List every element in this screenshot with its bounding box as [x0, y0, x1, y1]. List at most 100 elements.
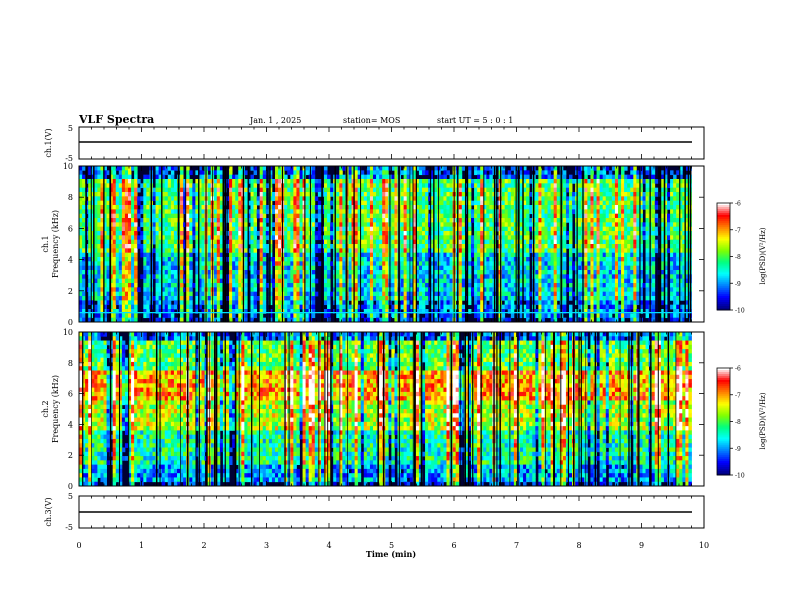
spectrogram-cell: [474, 209, 478, 215]
spectrogram-cell: [366, 213, 371, 219]
spectrogram-cell: [327, 235, 331, 241]
spectrogram-cell: [348, 257, 352, 262]
spectrogram-cell: [91, 309, 95, 314]
spectrogram-cell: [354, 248, 359, 254]
spectrogram-cell: [124, 235, 129, 241]
spectrogram-cell: [501, 196, 506, 202]
spectrogram-cell: [82, 239, 86, 245]
spectrogram-cell: [146, 196, 150, 202]
spectrogram-cell: [394, 296, 398, 301]
spectrogram-cell: [134, 231, 138, 236]
spectrogram-cell: [290, 218, 294, 223]
spectrogram-cell: [189, 248, 193, 254]
spectrogram-cell: [351, 183, 356, 189]
spectrogram-cell: [88, 213, 92, 219]
spectrogram-cell: [541, 209, 545, 215]
spectrogram-cell: [299, 261, 303, 267]
spectrogram-cell: [238, 291, 242, 297]
spectrogram-cell: [271, 283, 276, 288]
spectrogram-cell: [461, 252, 466, 258]
spectrogram-cell: [146, 300, 150, 306]
spectrogram-cell: [458, 317, 463, 323]
spectrogram-cell: [443, 213, 447, 219]
spectrogram-cell: [440, 213, 444, 219]
spectrogram-cell: [360, 291, 365, 297]
spectrogram-cell: [134, 235, 138, 241]
spectrogram-cell: [100, 231, 104, 236]
spectrogram-cell: [121, 174, 126, 180]
spectrogram-cell: [391, 291, 395, 297]
spectrogram-cell: [394, 213, 398, 219]
spectrogram-cell: [409, 300, 414, 306]
spectrogram-cell: [486, 200, 490, 206]
spectrogram-cell: [391, 231, 395, 236]
spectrogram-cell: [143, 222, 147, 228]
spectrogram-cell: [112, 179, 117, 184]
spectrogram-cell: [100, 304, 104, 310]
spectrogram-cell: [373, 183, 377, 189]
spectrogram-cell: [121, 200, 126, 206]
spectrogram-cell: [161, 274, 166, 280]
spectrogram-cell: [284, 287, 288, 293]
spectrogram-cell: [385, 209, 389, 215]
spectrogram-cell: [235, 239, 239, 245]
spectrogram-cell: [311, 213, 316, 219]
spectrogram-cell: [170, 283, 175, 288]
spectrogram-cell: [483, 283, 487, 288]
spectrogram-cell: [213, 231, 218, 236]
spectrogram-cell: [391, 283, 395, 288]
spectrogram-cell: [235, 226, 239, 232]
spectrogram-cell: [477, 265, 481, 271]
spectrogram-cell: [195, 235, 199, 241]
spectrogram-cell: [115, 174, 120, 180]
spectrogram-cell: [373, 166, 377, 171]
spectrogram-cell: [544, 296, 548, 301]
spectrogram-cell: [94, 192, 98, 197]
spectrogram-cell: [302, 205, 307, 210]
spectrogram-cell: [305, 187, 310, 193]
spectrogram-cell: [167, 192, 172, 197]
spectrogram-cell: [446, 313, 450, 319]
spectrogram-cell: [483, 213, 487, 219]
spectrogram-cell: [284, 252, 288, 258]
spectrogram-cell: [155, 265, 160, 271]
spectrogram-cell: [112, 205, 117, 210]
spectrogram-cell: [486, 239, 490, 245]
spectrogram-cell: [467, 174, 472, 180]
spectrogram-cell: [94, 313, 98, 319]
spectrogram-cell: [541, 265, 545, 271]
spectrogram-cell: [293, 313, 297, 319]
spectrogram-cell: [400, 209, 405, 215]
spectrogram-cell: [382, 192, 386, 197]
spectrogram-cell: [336, 278, 340, 284]
spectrogram-cell: [219, 196, 224, 202]
spectrogram-cell: [418, 239, 423, 245]
spectrogram-cell: [305, 291, 310, 297]
spectrogram-cell: [477, 244, 481, 249]
spectrogram-cell: [446, 239, 450, 245]
spectrogram-cell: [317, 179, 322, 184]
spectrogram-cell: [351, 200, 356, 206]
spectrogram-cell: [284, 218, 288, 223]
spectrogram-cell: [382, 187, 386, 193]
spectrogram-cell: [256, 213, 261, 219]
spectrogram-cell: [94, 257, 98, 262]
spectrogram-cell: [134, 287, 138, 293]
spectrogram-cell: [82, 218, 86, 223]
spectrogram-cell: [189, 283, 193, 288]
spectrogram-cell: [173, 304, 178, 310]
spectrogram-cell: [336, 226, 340, 232]
spectrogram-cell: [302, 200, 307, 206]
spectrogram-cell: [415, 309, 420, 314]
spectrogram-cell: [82, 179, 86, 184]
spectrogram-cell: [213, 270, 218, 275]
spectrogram-cell: [238, 183, 242, 189]
spectrogram-cell: [382, 261, 386, 267]
spectrogram-cell: [529, 226, 533, 232]
spectrogram-cell: [226, 239, 230, 245]
spectrogram-cell: [146, 261, 150, 267]
spectrogram-cell: [458, 196, 463, 202]
spectrogram-cell: [382, 209, 386, 215]
spectrogram-cell: [161, 187, 166, 193]
spectrogram-cell: [336, 283, 340, 288]
